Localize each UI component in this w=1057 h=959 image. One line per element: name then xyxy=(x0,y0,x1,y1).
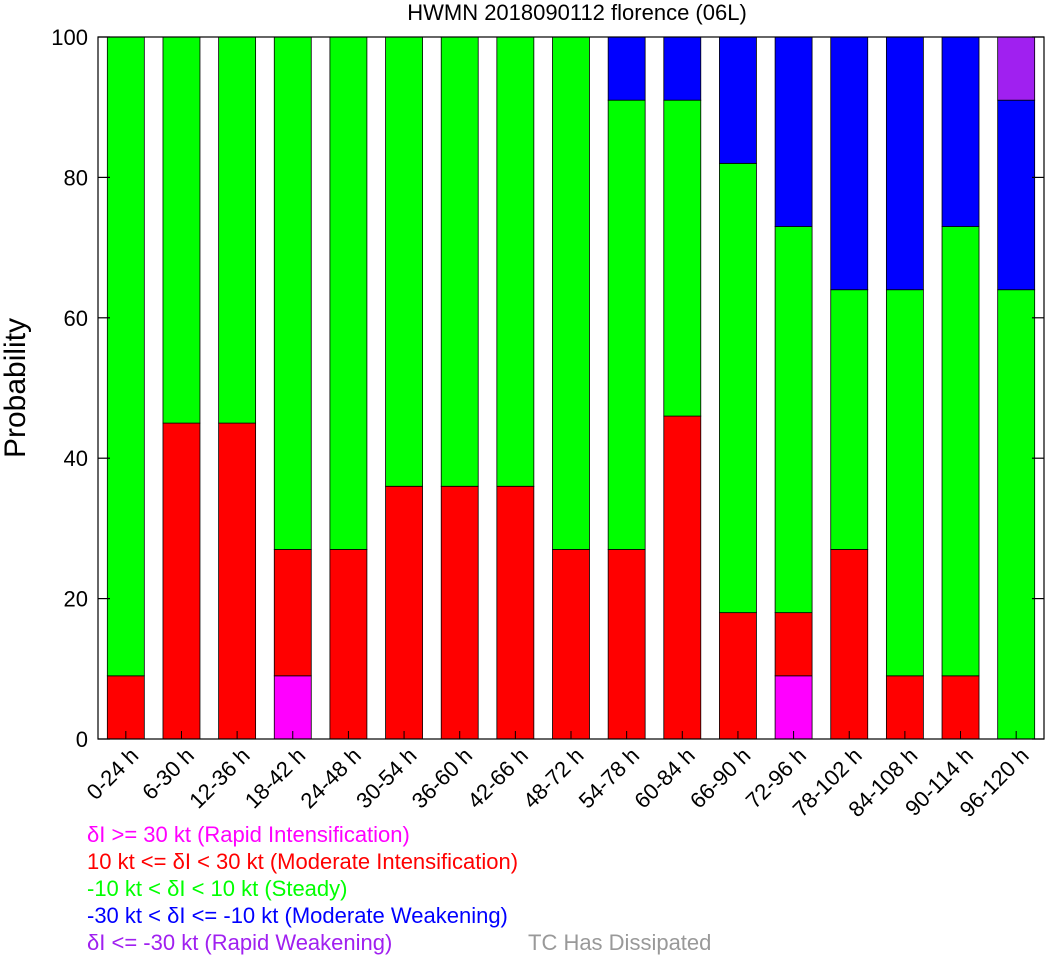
bar-segment-24-48h-s2 xyxy=(329,36,368,550)
bar-segment-24-48h-s1 xyxy=(329,549,368,740)
bar-segment-30-54h-s2 xyxy=(385,36,423,487)
y-axis-label: Probability xyxy=(0,318,32,458)
bar-segment-54-78h-s3 xyxy=(607,36,646,101)
bar-segment-54-78h-s2 xyxy=(607,99,646,550)
legend-entry: δI <= -30 kt (Rapid Weakening) xyxy=(87,930,392,955)
bar-segment-72-96h-s0 xyxy=(774,675,813,740)
legend-entry-dissipated: TC Has Dissipated xyxy=(528,930,711,955)
bars-group xyxy=(106,36,1036,740)
bar-segment-96-120h-s2 xyxy=(997,289,1036,740)
y-tick-label: 80 xyxy=(64,165,88,190)
x-tick-label: 30-54 h xyxy=(351,743,421,813)
bar-segment-72-96h-s1 xyxy=(774,612,813,677)
bar-segment-30-54h-s1 xyxy=(385,485,423,740)
x-tick-label: 36-60 h xyxy=(407,743,477,813)
bar-segment-0-24h-s1 xyxy=(106,675,145,740)
y-tick-label: 60 xyxy=(64,306,88,331)
legend: δI >= 30 kt (Rapid Intensification)10 kt… xyxy=(87,822,711,955)
x-tick-label: 60-84 h xyxy=(629,743,699,813)
bar-segment-54-78h-s1 xyxy=(607,549,646,740)
x-tick-label: 18-42 h xyxy=(240,743,310,813)
bar-segment-36-60h-s2 xyxy=(440,36,479,487)
bar-segment-78-102h-s1 xyxy=(830,549,869,740)
bar-segment-90-114h-s2 xyxy=(941,226,980,677)
bar-segment-66-90h-s1 xyxy=(719,612,757,740)
bar-segment-96-120h-s4 xyxy=(997,36,1036,101)
x-tick-label: 24-48 h xyxy=(296,743,366,813)
y-axis: 0 20 40 60 80 100 xyxy=(51,25,1044,752)
bar-segment-18-42h-s1 xyxy=(273,549,312,677)
bar-segment-48-72h-s1 xyxy=(552,549,590,740)
legend-entry: -10 kt < δI < 10 kt (Steady) xyxy=(87,876,347,901)
legend-entry: -30 kt < δI <= -10 kt (Moderate Weakenin… xyxy=(87,903,508,928)
bar-segment-66-90h-s2 xyxy=(719,162,757,614)
bar-segment-48-72h-s2 xyxy=(552,36,590,550)
bar-segment-78-102h-s3 xyxy=(830,36,869,291)
x-tick-label: 12-36 h xyxy=(184,743,254,813)
x-tick-label: 66-90 h xyxy=(685,743,755,813)
x-tick-label: 42-66 h xyxy=(462,743,532,813)
y-tick-label: 40 xyxy=(64,446,88,471)
bar-segment-96-120h-s3 xyxy=(997,99,1036,291)
bar-segment-6-30h-s1 xyxy=(162,422,201,740)
bar-segment-66-90h-s3 xyxy=(719,36,757,164)
y-tick-label: 0 xyxy=(76,727,88,752)
bar-segment-84-108h-s2 xyxy=(885,289,924,677)
bar-segment-72-96h-s2 xyxy=(774,226,813,614)
bar-segment-90-114h-s1 xyxy=(941,675,980,740)
bar-segment-60-84h-s2 xyxy=(663,99,702,417)
bar-segment-42-66h-s1 xyxy=(496,485,535,740)
chart-title: HWMN 2018090112 florence (06L) xyxy=(407,0,747,25)
bar-segment-0-24h-s2 xyxy=(106,36,145,677)
legend-entry: 10 kt <= δI < 30 kt (Moderate Intensific… xyxy=(87,849,518,874)
bar-segment-84-108h-s3 xyxy=(885,36,924,291)
bar-segment-6-30h-s2 xyxy=(162,36,201,424)
y-tick-label: 100 xyxy=(51,25,88,50)
bar-segment-12-36h-s2 xyxy=(218,36,257,424)
y-tick-label: 20 xyxy=(64,587,88,612)
bar-segment-72-96h-s3 xyxy=(774,36,813,227)
bar-segment-12-36h-s1 xyxy=(218,422,257,740)
bar-segment-60-84h-s3 xyxy=(663,36,702,101)
x-tick-label: 0-24 h xyxy=(82,743,144,805)
legend-entry: δI >= 30 kt (Rapid Intensification) xyxy=(87,822,410,847)
x-tick-label: 54-78 h xyxy=(574,743,644,813)
x-tick-label: 48-72 h xyxy=(518,743,588,813)
bar-segment-42-66h-s2 xyxy=(496,36,535,487)
bar-segment-84-108h-s1 xyxy=(885,675,924,740)
bar-segment-78-102h-s2 xyxy=(830,289,869,550)
bar-segment-60-84h-s1 xyxy=(663,415,702,740)
bar-segment-90-114h-s3 xyxy=(941,36,980,227)
bar-segment-36-60h-s1 xyxy=(440,485,479,740)
x-axis: 0-24 h6-30 h12-36 h18-42 h24-48 h30-54 h… xyxy=(82,731,1034,822)
bar-segment-18-42h-s0 xyxy=(273,675,312,740)
bar-segment-18-42h-s2 xyxy=(273,36,312,550)
